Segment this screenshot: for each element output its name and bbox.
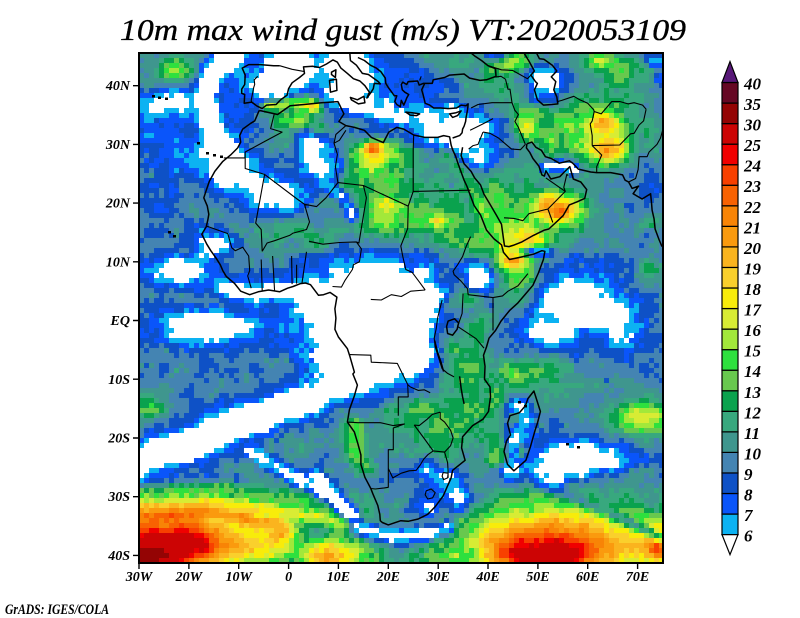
svg-text:7: 7 bbox=[744, 506, 754, 525]
svg-text:10: 10 bbox=[744, 444, 762, 463]
svg-text:EQ: EQ bbox=[110, 314, 130, 329]
svg-text:40S: 40S bbox=[107, 549, 130, 564]
svg-text:20: 20 bbox=[743, 239, 762, 258]
svg-text:15: 15 bbox=[744, 342, 762, 361]
svg-text:0: 0 bbox=[285, 570, 292, 585]
svg-text:10m max wind gust (m/s) VT:202: 10m max wind gust (m/s) VT:2020053109 bbox=[120, 12, 686, 47]
svg-text:6: 6 bbox=[744, 527, 753, 546]
svg-text:11: 11 bbox=[744, 424, 760, 443]
svg-text:23: 23 bbox=[743, 177, 762, 196]
svg-text:40N: 40N bbox=[105, 79, 131, 94]
svg-text:30E: 30E bbox=[426, 570, 450, 585]
svg-text:13: 13 bbox=[744, 383, 762, 402]
svg-text:22: 22 bbox=[743, 198, 762, 217]
svg-text:GrADS: IGES/COLA: GrADS: IGES/COLA bbox=[5, 602, 109, 618]
svg-text:60E: 60E bbox=[576, 570, 599, 585]
svg-text:30N: 30N bbox=[105, 138, 131, 153]
svg-text:10N: 10N bbox=[106, 255, 131, 270]
svg-text:30: 30 bbox=[743, 116, 762, 135]
svg-text:10S: 10S bbox=[108, 373, 130, 388]
svg-text:16: 16 bbox=[744, 321, 762, 340]
svg-text:17: 17 bbox=[744, 301, 763, 320]
svg-text:20S: 20S bbox=[107, 432, 130, 447]
svg-text:19: 19 bbox=[744, 260, 762, 279]
svg-text:20W: 20W bbox=[175, 570, 204, 585]
svg-text:35: 35 bbox=[743, 95, 762, 114]
svg-text:70E: 70E bbox=[626, 570, 649, 585]
svg-text:9: 9 bbox=[744, 465, 753, 484]
svg-text:20N: 20N bbox=[105, 197, 131, 212]
svg-text:40: 40 bbox=[743, 75, 762, 94]
svg-text:40E: 40E bbox=[475, 570, 499, 585]
svg-text:18: 18 bbox=[744, 280, 762, 299]
svg-text:50E: 50E bbox=[526, 570, 549, 585]
svg-text:10W: 10W bbox=[225, 570, 253, 585]
svg-text:30S: 30S bbox=[107, 490, 130, 505]
svg-text:14: 14 bbox=[744, 362, 761, 381]
svg-text:24: 24 bbox=[743, 157, 761, 176]
svg-text:10E: 10E bbox=[327, 570, 350, 585]
svg-text:8: 8 bbox=[744, 486, 753, 505]
svg-text:12: 12 bbox=[744, 403, 762, 422]
svg-text:21: 21 bbox=[743, 218, 761, 237]
svg-text:30W: 30W bbox=[125, 570, 154, 585]
svg-text:20E: 20E bbox=[376, 570, 400, 585]
svg-text:25: 25 bbox=[743, 136, 762, 155]
